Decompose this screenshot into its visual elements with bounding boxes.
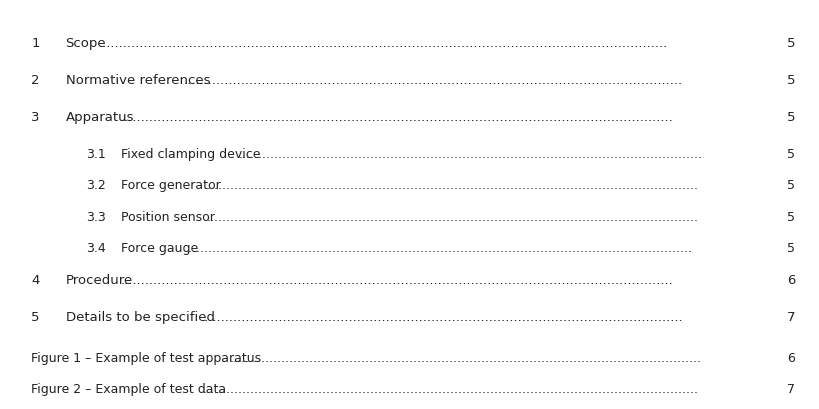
Text: ................................................................................: ........................................… (206, 210, 698, 223)
Text: 3.1: 3.1 (86, 147, 106, 160)
Text: 3.2: 3.2 (86, 179, 106, 192)
Text: ................................................................................: ........................................… (98, 37, 667, 50)
Text: Position sensor: Position sensor (121, 210, 215, 223)
Text: 5: 5 (786, 110, 794, 124)
Text: 5: 5 (31, 310, 39, 323)
Text: Force generator: Force generator (121, 179, 221, 192)
Text: Fixed clamping device: Fixed clamping device (121, 147, 260, 160)
Text: 5: 5 (786, 37, 794, 50)
Text: ................................................................................: ........................................… (184, 242, 692, 255)
Text: Figure 2 – Example of test data: Figure 2 – Example of test data (31, 382, 226, 396)
Text: 5: 5 (786, 147, 794, 160)
Text: 5: 5 (786, 210, 794, 223)
Text: Procedure: Procedure (66, 273, 133, 286)
Text: Details to be specified: Details to be specified (66, 310, 215, 323)
Text: 6: 6 (786, 351, 794, 364)
Text: 7: 7 (786, 310, 794, 323)
Text: 3.3: 3.3 (86, 210, 106, 223)
Text: ................................................................................: ........................................… (121, 110, 673, 124)
Text: 1: 1 (31, 37, 39, 50)
Text: Figure 1 – Example of test apparatus: Figure 1 – Example of test apparatus (31, 351, 261, 364)
Text: 7: 7 (786, 382, 794, 396)
Text: ................................................................................: ........................................… (121, 273, 673, 286)
Text: 3.4: 3.4 (86, 242, 106, 255)
Text: ................................................................................: ........................................… (206, 179, 698, 192)
Text: ................................................................................: ........................................… (229, 351, 701, 364)
Text: Apparatus: Apparatus (66, 110, 134, 124)
Text: ................................................................................: ........................................… (238, 147, 702, 160)
Text: 5: 5 (786, 242, 794, 255)
Text: Scope: Scope (66, 37, 106, 50)
Text: 3: 3 (31, 110, 39, 124)
Text: 4: 4 (31, 273, 39, 286)
Text: 5: 5 (786, 74, 794, 87)
Text: Force gauge: Force gauge (121, 242, 198, 255)
Text: 6: 6 (786, 273, 794, 286)
Text: 5: 5 (786, 179, 794, 192)
Text: ................................................................................: ........................................… (202, 382, 698, 396)
Text: ................................................................................: ........................................… (201, 310, 682, 323)
Text: Normative references: Normative references (66, 74, 210, 87)
Text: 2: 2 (31, 74, 39, 87)
Text: ................................................................................: ........................................… (183, 74, 682, 87)
